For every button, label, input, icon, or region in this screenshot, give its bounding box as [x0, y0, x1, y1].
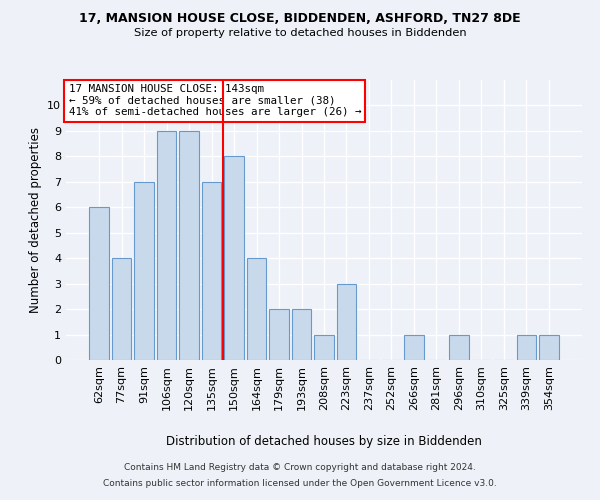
Y-axis label: Number of detached properties: Number of detached properties — [29, 127, 41, 313]
Text: Contains HM Land Registry data © Crown copyright and database right 2024.: Contains HM Land Registry data © Crown c… — [124, 464, 476, 472]
Bar — [179, 131, 199, 360]
Bar — [269, 309, 289, 360]
Bar — [337, 284, 356, 360]
Bar — [202, 182, 221, 360]
Bar — [314, 334, 334, 360]
Bar — [89, 208, 109, 360]
Bar — [517, 334, 536, 360]
Bar — [292, 309, 311, 360]
Bar — [449, 334, 469, 360]
Bar — [134, 182, 154, 360]
Text: Contains public sector information licensed under the Open Government Licence v3: Contains public sector information licen… — [103, 478, 497, 488]
Text: Distribution of detached houses by size in Biddenden: Distribution of detached houses by size … — [166, 435, 482, 448]
Bar — [404, 334, 424, 360]
Bar — [157, 131, 176, 360]
Bar — [539, 334, 559, 360]
Bar — [224, 156, 244, 360]
Text: 17, MANSION HOUSE CLOSE, BIDDENDEN, ASHFORD, TN27 8DE: 17, MANSION HOUSE CLOSE, BIDDENDEN, ASHF… — [79, 12, 521, 26]
Text: Size of property relative to detached houses in Biddenden: Size of property relative to detached ho… — [134, 28, 466, 38]
Bar — [112, 258, 131, 360]
Bar — [247, 258, 266, 360]
Text: 17 MANSION HOUSE CLOSE: 143sqm
← 59% of detached houses are smaller (38)
41% of : 17 MANSION HOUSE CLOSE: 143sqm ← 59% of … — [68, 84, 361, 117]
